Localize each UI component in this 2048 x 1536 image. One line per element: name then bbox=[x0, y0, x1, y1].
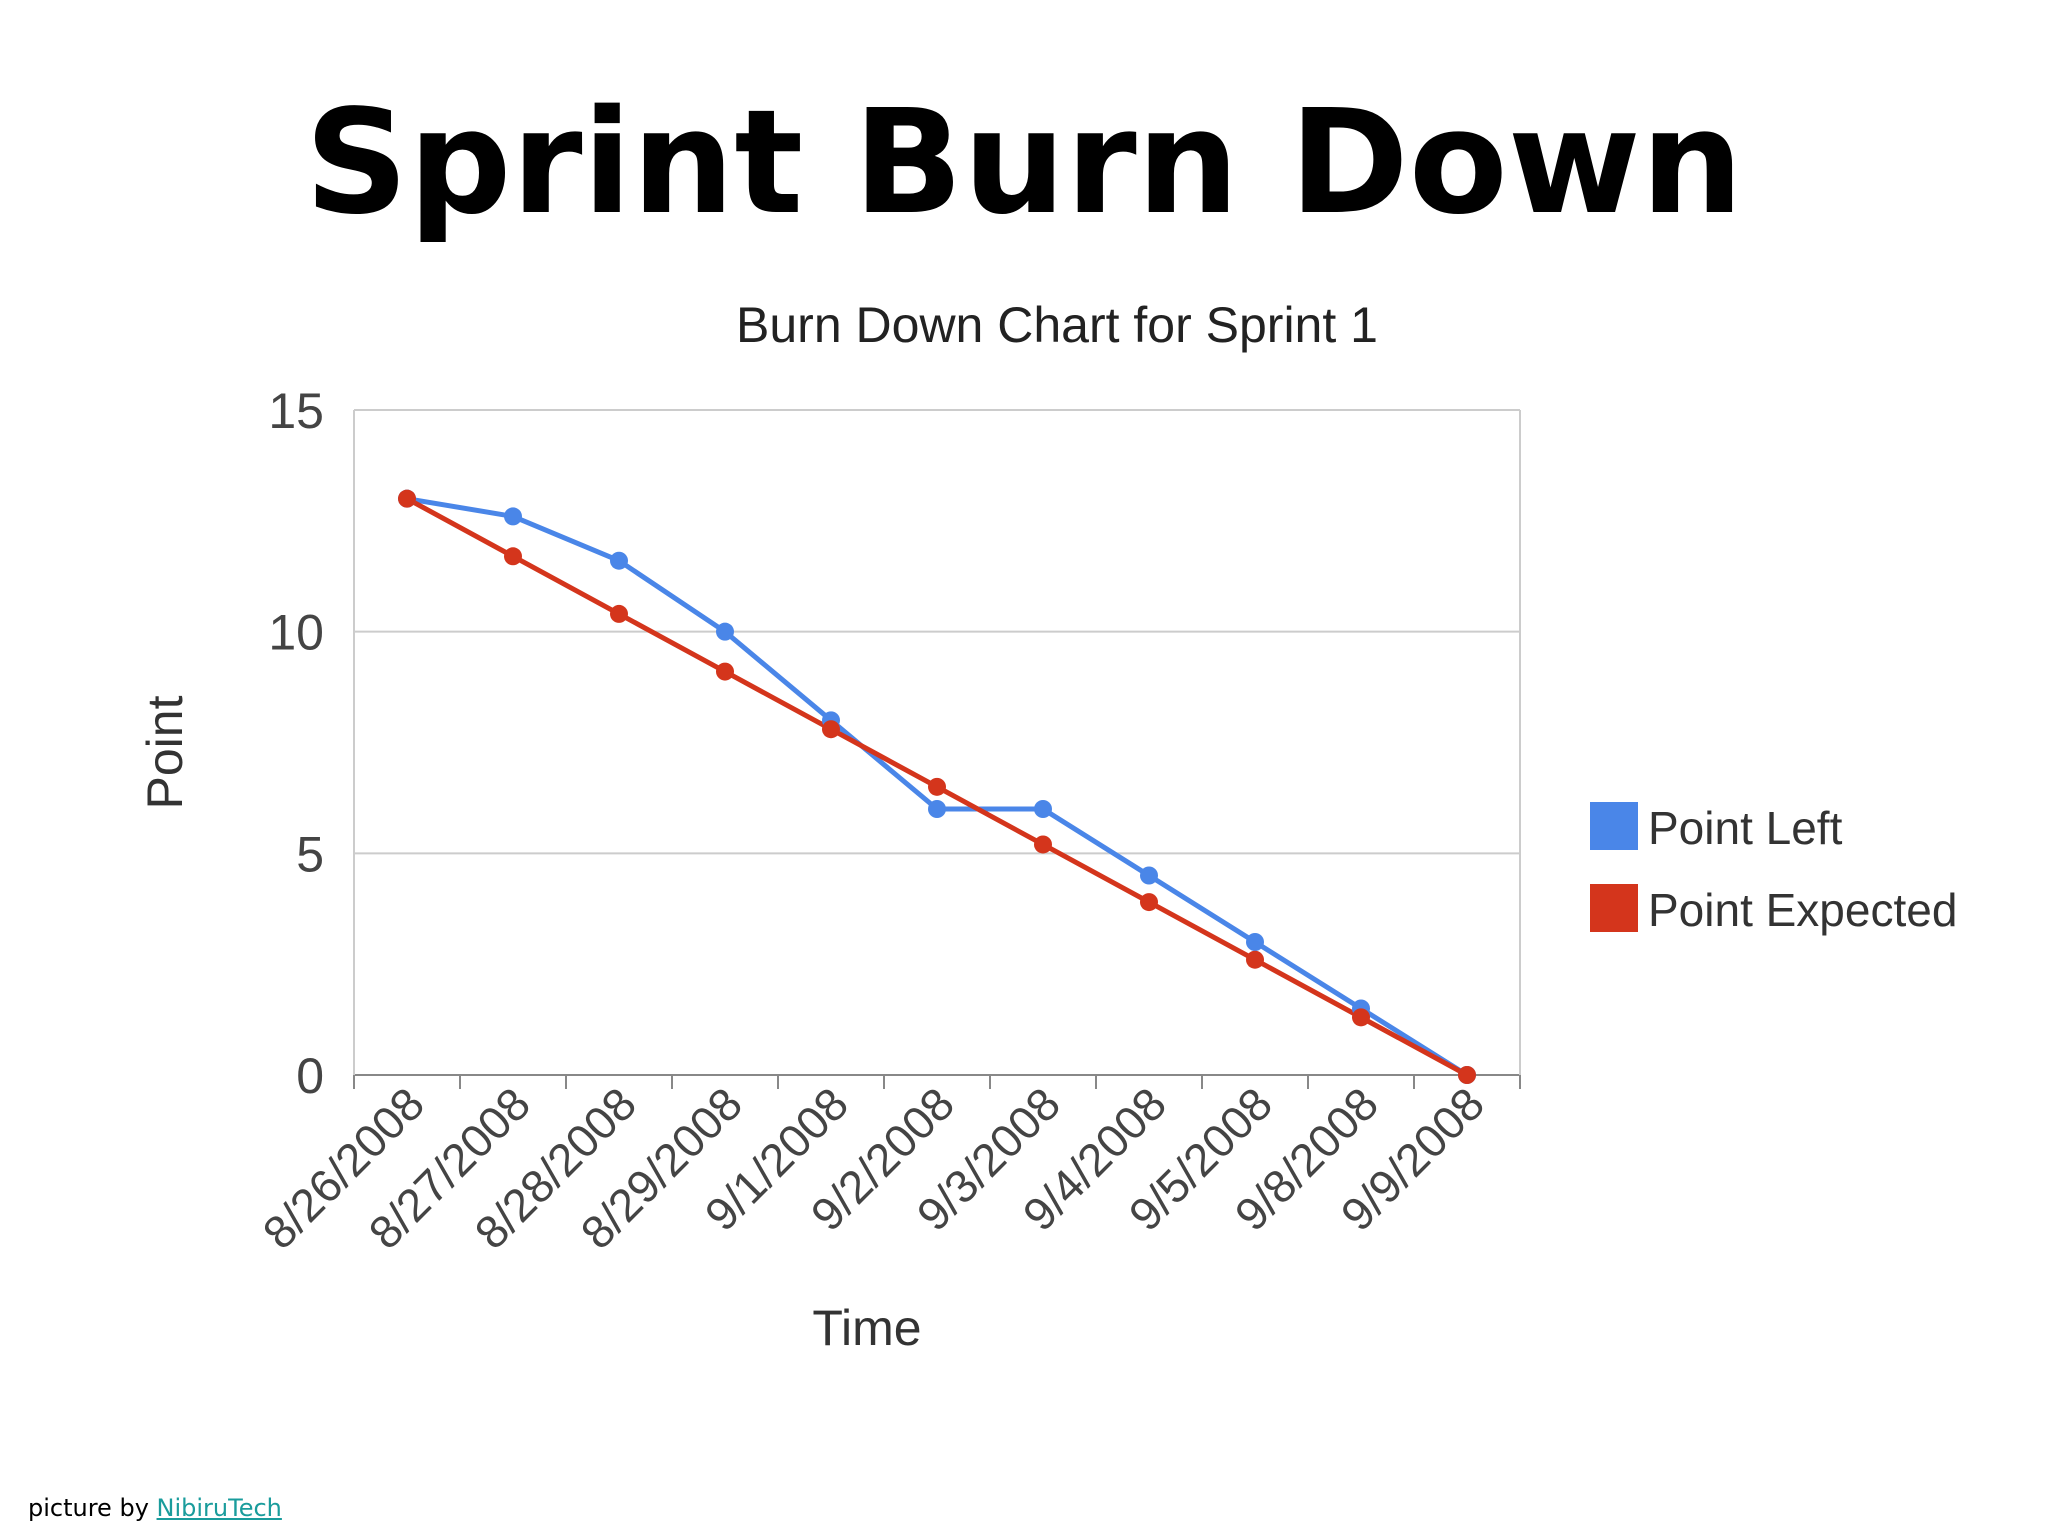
legend-swatch bbox=[1590, 802, 1638, 850]
data-point-point-expected bbox=[716, 662, 734, 681]
slide-title: Sprint Burn Down bbox=[304, 78, 1744, 246]
data-point-point-expected bbox=[610, 604, 628, 623]
data-point-point-expected bbox=[1352, 1008, 1370, 1027]
data-point-point-left bbox=[1246, 933, 1264, 951]
y-tick-label: 0 bbox=[296, 1048, 324, 1104]
legend-swatch bbox=[1590, 884, 1638, 932]
data-point-point-left bbox=[1140, 866, 1158, 885]
data-point-point-expected bbox=[1140, 893, 1158, 912]
data-point-point-expected bbox=[928, 777, 946, 796]
data-point-point-left bbox=[928, 800, 946, 818]
data-point-point-expected bbox=[1246, 950, 1264, 969]
credit-link[interactable]: NibiruTech bbox=[156, 1494, 282, 1522]
data-point-point-expected bbox=[504, 547, 522, 566]
y-tick-label: 10 bbox=[268, 605, 324, 661]
legend-label: Point Left bbox=[1648, 802, 1843, 854]
data-point-point-left bbox=[610, 551, 628, 570]
y-tick-label: 5 bbox=[296, 826, 324, 882]
data-point-point-expected bbox=[398, 489, 416, 508]
y-axis-label: Point bbox=[137, 695, 193, 809]
credit-prefix: picture by bbox=[28, 1494, 149, 1522]
legend-label: Point Expected bbox=[1648, 884, 1957, 936]
y-tick-label: 15 bbox=[268, 383, 324, 439]
data-point-point-expected bbox=[1458, 1066, 1476, 1084]
data-point-point-expected bbox=[1034, 835, 1052, 854]
data-point-point-left bbox=[716, 622, 734, 641]
data-point-point-expected bbox=[822, 720, 840, 739]
data-point-point-left bbox=[504, 507, 522, 526]
x-axis-label: Time bbox=[812, 1300, 921, 1356]
picture-credit: picture by NibiruTech bbox=[28, 1494, 282, 1522]
data-point-point-left bbox=[1034, 800, 1052, 818]
chart-title: Burn Down Chart for Sprint 1 bbox=[736, 297, 1378, 353]
